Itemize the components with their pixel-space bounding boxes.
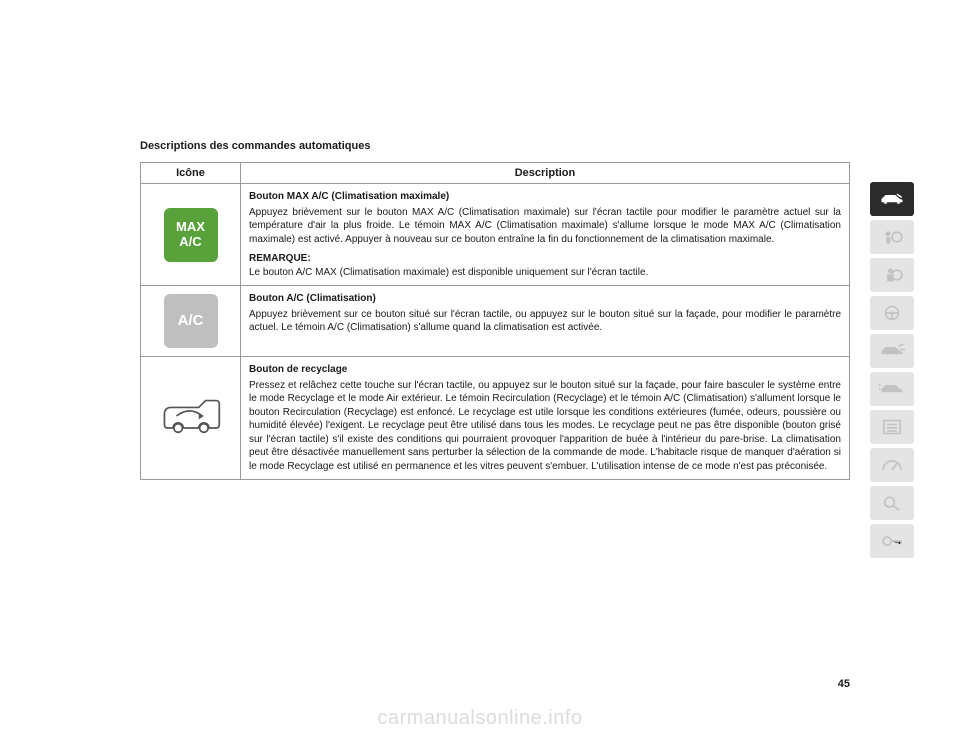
- sidebar-occupant-icon[interactable]: [870, 258, 914, 292]
- icon-cell-max-ac: MAX A/C: [141, 184, 241, 286]
- row-body: Appuyez brièvement sur le bouton MAX A/C…: [249, 206, 841, 247]
- row-body: Appuyez brièvement sur ce bouton situé s…: [249, 308, 841, 335]
- remark-body: Le bouton A/C MAX (Climatisation maximal…: [249, 266, 841, 280]
- controls-table: Icône Description MAX A/C Bouton MAX A/C…: [140, 162, 850, 480]
- desc-cell: Bouton MAX A/C (Climatisation maximale) …: [241, 184, 850, 286]
- sidebar-airbag-icon[interactable]: [870, 220, 914, 254]
- section-sidebar: [870, 182, 914, 558]
- desc-cell: Bouton A/C (Climatisation) Appuyez brièv…: [241, 286, 850, 357]
- col-header-desc: Description: [241, 163, 850, 184]
- table-row: Bouton de recyclage Pressez et relâchez …: [141, 357, 850, 480]
- section-title: Descriptions des commandes automatiques: [140, 140, 850, 152]
- row-body: Pressez et relâchez cette touche sur l'é…: [249, 379, 841, 474]
- max-ac-icon-line1: MAX: [176, 220, 205, 234]
- row-title: Bouton de recyclage: [249, 363, 841, 377]
- sidebar-search-icon[interactable]: [870, 486, 914, 520]
- sidebar-vehicle-icon[interactable]: [870, 182, 914, 216]
- icon-cell-recirc: [141, 357, 241, 480]
- row-title: Bouton MAX A/C (Climatisation maximale): [249, 190, 841, 204]
- sidebar-key-icon[interactable]: [870, 524, 914, 558]
- remark-label: REMARQUE:: [249, 252, 841, 266]
- recirc-icon: [161, 396, 221, 441]
- watermark: carmanualsonline.info: [377, 707, 582, 730]
- icon-cell-ac: A/C: [141, 286, 241, 357]
- table-header-row: Icône Description: [141, 163, 850, 184]
- page-number: 45: [838, 678, 850, 690]
- table-row: MAX A/C Bouton MAX A/C (Climatisation ma…: [141, 184, 850, 286]
- desc-cell: Bouton de recyclage Pressez et relâchez …: [241, 357, 850, 480]
- table-row: A/C Bouton A/C (Climatisation) Appuyez b…: [141, 286, 850, 357]
- max-ac-icon: MAX A/C: [164, 208, 218, 262]
- sidebar-checklist-icon[interactable]: [870, 410, 914, 444]
- sidebar-steering-icon[interactable]: [870, 296, 914, 330]
- max-ac-icon-line2: A/C: [179, 235, 201, 249]
- row-title: Bouton A/C (Climatisation): [249, 292, 841, 306]
- ac-icon-text: A/C: [178, 311, 204, 331]
- manual-page: Descriptions des commandes automatiques …: [0, 0, 960, 742]
- sidebar-gauge-icon[interactable]: [870, 448, 914, 482]
- sidebar-headlight-icon[interactable]: [870, 372, 914, 406]
- sidebar-crash-icon[interactable]: [870, 334, 914, 368]
- col-header-icon: Icône: [141, 163, 241, 184]
- ac-icon: A/C: [164, 294, 218, 348]
